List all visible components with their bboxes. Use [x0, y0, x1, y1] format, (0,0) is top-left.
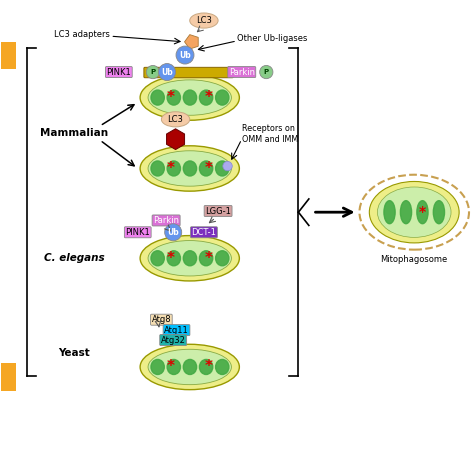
Text: Receptors on
OMM and IMM: Receptors on OMM and IMM — [242, 124, 298, 145]
Text: *: * — [205, 359, 213, 374]
Ellipse shape — [384, 201, 395, 224]
Ellipse shape — [417, 201, 428, 224]
Text: *: * — [167, 359, 175, 374]
Text: Atg32: Atg32 — [161, 336, 186, 345]
Text: PINK1: PINK1 — [126, 228, 150, 237]
Ellipse shape — [216, 251, 229, 266]
Ellipse shape — [167, 90, 181, 105]
Ellipse shape — [369, 182, 459, 243]
Circle shape — [158, 64, 175, 81]
Ellipse shape — [190, 13, 218, 28]
Ellipse shape — [140, 344, 239, 390]
Text: Ub: Ub — [167, 228, 179, 237]
Circle shape — [146, 65, 159, 79]
Ellipse shape — [183, 251, 197, 266]
Ellipse shape — [151, 251, 164, 266]
Ellipse shape — [433, 201, 445, 224]
Ellipse shape — [377, 187, 451, 237]
Ellipse shape — [200, 90, 213, 105]
Text: Yeast: Yeast — [58, 348, 90, 358]
Circle shape — [176, 46, 194, 64]
Ellipse shape — [216, 161, 229, 176]
Text: *: * — [167, 161, 175, 176]
Ellipse shape — [151, 161, 164, 176]
Ellipse shape — [200, 359, 213, 374]
Circle shape — [164, 224, 182, 241]
Text: *: * — [205, 251, 213, 266]
FancyBboxPatch shape — [144, 67, 233, 78]
Ellipse shape — [216, 359, 229, 374]
Text: Mammalian: Mammalian — [40, 128, 108, 138]
FancyBboxPatch shape — [0, 363, 16, 391]
Ellipse shape — [151, 359, 164, 374]
Text: LC3: LC3 — [196, 16, 212, 25]
Ellipse shape — [151, 90, 164, 105]
Ellipse shape — [140, 236, 239, 281]
Text: P: P — [150, 69, 155, 75]
Text: *: * — [205, 90, 213, 105]
Ellipse shape — [200, 161, 213, 176]
Ellipse shape — [183, 90, 197, 105]
Text: *: * — [167, 90, 175, 105]
Text: *: * — [205, 161, 213, 176]
Text: P: P — [264, 69, 269, 75]
Text: Ub: Ub — [179, 51, 191, 60]
Ellipse shape — [401, 201, 411, 224]
Text: Other Ub-ligases: Other Ub-ligases — [237, 34, 307, 43]
Ellipse shape — [148, 241, 231, 276]
Text: PINK1: PINK1 — [107, 68, 131, 77]
Text: Mitophagosome: Mitophagosome — [381, 255, 448, 264]
Text: C. elegans: C. elegans — [44, 253, 104, 263]
Text: Parkin: Parkin — [153, 216, 179, 225]
Text: Atg8: Atg8 — [152, 315, 171, 324]
FancyBboxPatch shape — [0, 42, 16, 69]
Text: *: * — [167, 251, 175, 266]
Ellipse shape — [183, 359, 197, 374]
Text: LGG-1: LGG-1 — [205, 207, 231, 216]
Ellipse shape — [161, 112, 190, 127]
Ellipse shape — [216, 90, 229, 105]
Ellipse shape — [140, 146, 239, 191]
Text: Ub: Ub — [161, 68, 173, 77]
Text: DCT-1: DCT-1 — [191, 228, 216, 237]
Text: LC3 adapters: LC3 adapters — [54, 30, 109, 39]
Circle shape — [260, 65, 273, 79]
Ellipse shape — [167, 251, 181, 266]
Ellipse shape — [167, 161, 181, 176]
Ellipse shape — [167, 359, 181, 374]
Ellipse shape — [148, 349, 231, 385]
Text: LC3: LC3 — [168, 115, 183, 124]
Ellipse shape — [140, 75, 239, 120]
Text: Parkin: Parkin — [229, 68, 255, 77]
Ellipse shape — [200, 251, 213, 266]
Circle shape — [223, 161, 232, 171]
Ellipse shape — [148, 80, 231, 115]
Ellipse shape — [148, 151, 231, 186]
Text: Atg11: Atg11 — [164, 326, 189, 335]
Text: *: * — [419, 205, 426, 219]
Ellipse shape — [183, 161, 197, 176]
